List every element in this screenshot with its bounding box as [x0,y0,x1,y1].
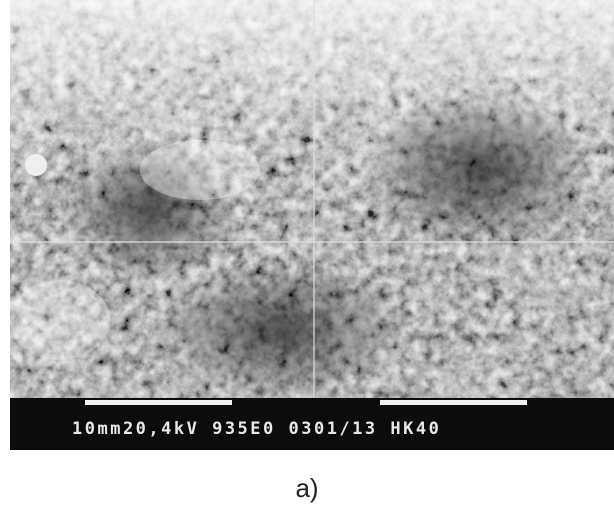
figure: 10mm20,4kV 935E0 0301/13 HK40 a) [0,0,614,505]
caption: a) [295,473,318,503]
info-text: 10mm20,4kV 935E0 0301/13 HK40 [72,419,441,439]
figure-svg: 10mm20,4kV 935E0 0301/13 HK40 a) [0,0,614,505]
micrograph [10,0,614,450]
info-strip: 10mm20,4kV 935E0 0301/13 HK40 [10,398,614,450]
